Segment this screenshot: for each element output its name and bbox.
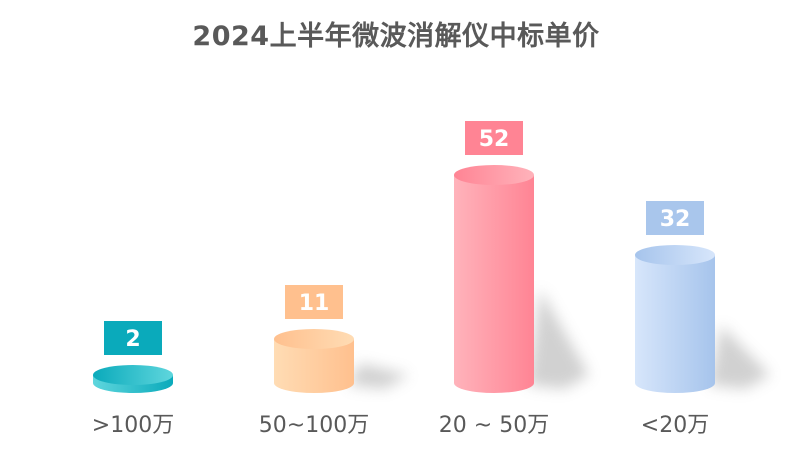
bar-top [454,165,534,185]
category-label: 20 ~ 50万 [439,413,549,438]
bar [274,339,354,393]
bar-top [93,365,173,385]
data-label: 11 [299,291,330,316]
bar-top [635,245,715,265]
bar-shadow [709,325,770,389]
data-label: 32 [660,207,691,232]
data-label-box [285,285,343,319]
category-label: 50~100万 [259,413,369,438]
data-label-box [646,201,704,235]
bar-shadow [528,289,589,389]
category-label: >100万 [92,413,174,438]
bar [454,175,534,393]
data-label: 52 [479,127,510,152]
bar-top [274,329,354,349]
chart-title: 2024上半年微波消解仪中标单价 [192,21,600,52]
data-label-box [465,121,523,155]
data-label-box [104,321,162,355]
category-label: <20万 [641,413,709,438]
bar [635,255,715,393]
data-label: 2 [125,327,140,352]
bar-shadow [348,363,409,389]
